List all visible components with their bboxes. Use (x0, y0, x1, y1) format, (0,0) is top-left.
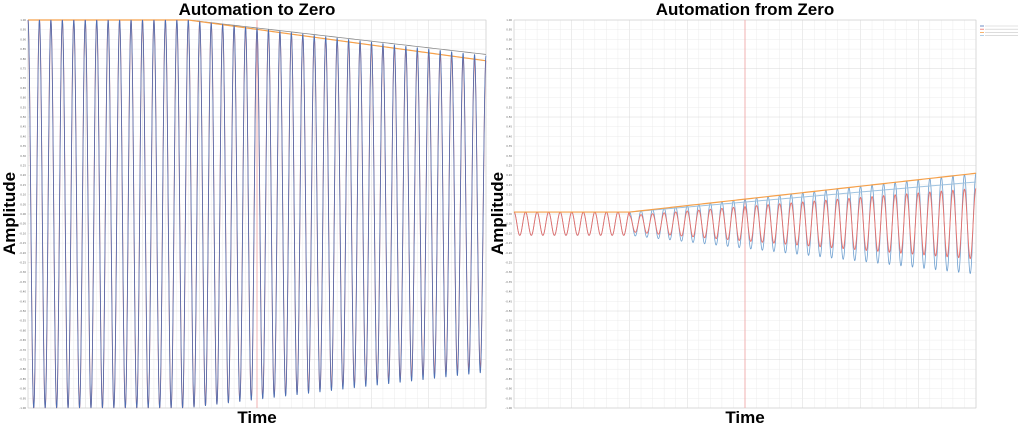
y-tick-label: -0.50 (505, 309, 512, 313)
right-x-axis-label: Time (725, 408, 765, 427)
y-tick-label: -0.60 (19, 328, 26, 332)
y-tick-label: -0.10 (505, 231, 512, 235)
y-tick-label: 0.75 (20, 67, 26, 71)
y-tick-label: -0.35 (19, 280, 26, 284)
y-tick-label: 0.15 (20, 183, 26, 187)
y-tick-label: -0.65 (505, 338, 512, 342)
right-chart-title: Automation from Zero (655, 0, 835, 19)
y-tick-label: 0.10 (506, 193, 512, 197)
y-tick-label: -0.10 (19, 231, 26, 235)
y-tick-label: -0.60 (505, 328, 512, 332)
y-tick-label: 0.65 (506, 86, 512, 90)
y-tick-label: -0.95 (505, 396, 512, 400)
y-tick-label: -0.55 (19, 319, 26, 323)
y-tick-label: -0.90 (505, 387, 512, 391)
y-tick-label: -0.45 (19, 299, 26, 303)
y-tick-label: 0.40 (20, 134, 26, 138)
y-tick-label: 0.70 (506, 76, 512, 80)
waveform-series-blue (27, 19, 487, 409)
left-x-axis-label: Time (237, 408, 277, 427)
y-tick-label: -0.85 (505, 377, 512, 381)
y-tick-label: 0.20 (20, 173, 26, 177)
y-tick-label: 0.90 (506, 37, 512, 41)
y-tick-label: 0.25 (20, 164, 26, 168)
y-tick-label: 0.90 (20, 37, 26, 41)
y-tick-label: 0.85 (506, 47, 512, 51)
y-tick-label: 0.55 (20, 105, 26, 109)
y-tick-label: 0.80 (20, 57, 26, 61)
y-tick-label: -0.55 (505, 319, 512, 323)
y-tick-label: -0.95 (19, 396, 26, 400)
y-tick-label: -0.40 (505, 290, 512, 294)
y-tick-label: -0.70 (19, 348, 26, 352)
y-tick-label: -0.35 (505, 280, 512, 284)
y-tick-label: 0.60 (20, 96, 26, 100)
y-tick-label: 0.95 (506, 28, 512, 32)
y-tick-label: -1.00 (505, 406, 512, 410)
y-tick-label: 0.05 (20, 202, 26, 206)
y-tick-label: 0.20 (506, 173, 512, 177)
y-tick-label: -0.90 (19, 387, 26, 391)
y-tick-label: 0.85 (20, 47, 26, 51)
y-tick-label: 0.60 (506, 96, 512, 100)
y-tick-label: 0.40 (506, 134, 512, 138)
y-tick-label: 0.65 (20, 86, 26, 90)
y-tick-label: -0.30 (19, 270, 26, 274)
y-tick-label: 0.45 (20, 125, 26, 129)
y-tick-label: -0.20 (505, 251, 512, 255)
y-tick-label: 0.30 (20, 154, 26, 158)
y-tick-label: 1.00 (20, 18, 26, 22)
y-tick-label: 0.00 (506, 212, 512, 216)
y-tick-label: 0.45 (506, 125, 512, 129)
y-tick-label: -0.75 (505, 358, 512, 362)
y-tick-label: 0.50 (506, 115, 512, 119)
y-tick-label: -0.15 (505, 241, 512, 245)
y-tick-label: 0.50 (20, 115, 26, 119)
y-tick-label: -0.15 (19, 241, 26, 245)
y-tick-label: 0.30 (506, 154, 512, 158)
y-tick-label: -0.75 (19, 358, 26, 362)
y-tick-label: 1.00 (506, 18, 512, 22)
y-tick-label: 0.05 (506, 202, 512, 206)
y-tick-label: 0.35 (20, 144, 26, 148)
y-tick-label: -0.50 (19, 309, 26, 313)
y-tick-label: -0.25 (505, 261, 512, 265)
y-tick-label: -0.40 (19, 290, 26, 294)
y-tick-label: 0.35 (506, 144, 512, 148)
y-tick-label: 0.10 (20, 193, 26, 197)
y-tick-label: 0.55 (506, 105, 512, 109)
y-tick-label: -1.00 (19, 406, 26, 410)
envelope-series-orange (514, 172, 977, 213)
y-tick-label: 0.25 (506, 164, 512, 168)
y-tick-label: -0.05 (505, 222, 512, 226)
y-tick-label: -0.65 (19, 338, 26, 342)
y-tick-label: 0.15 (506, 183, 512, 187)
y-tick-label: -0.80 (19, 367, 26, 371)
y-tick-label: -0.45 (505, 299, 512, 303)
y-tick-label: 0.75 (506, 67, 512, 71)
y-tick-label: -0.25 (19, 261, 26, 265)
y-tick-label: -0.85 (19, 377, 26, 381)
y-tick-label: 0.95 (20, 28, 26, 32)
y-tick-label: -0.80 (505, 367, 512, 371)
waveform-series-red (513, 188, 977, 260)
y-tick-label: 0.80 (506, 57, 512, 61)
y-tick-label: 0.00 (20, 212, 26, 216)
y-tick-label: 0.70 (20, 76, 26, 80)
y-tick-label: -0.30 (505, 270, 512, 274)
y-tick-label: -0.05 (19, 222, 26, 226)
left-chart-title: Automation to Zero (178, 0, 336, 19)
y-tick-label: -0.20 (19, 251, 26, 255)
y-tick-label: -0.70 (505, 348, 512, 352)
